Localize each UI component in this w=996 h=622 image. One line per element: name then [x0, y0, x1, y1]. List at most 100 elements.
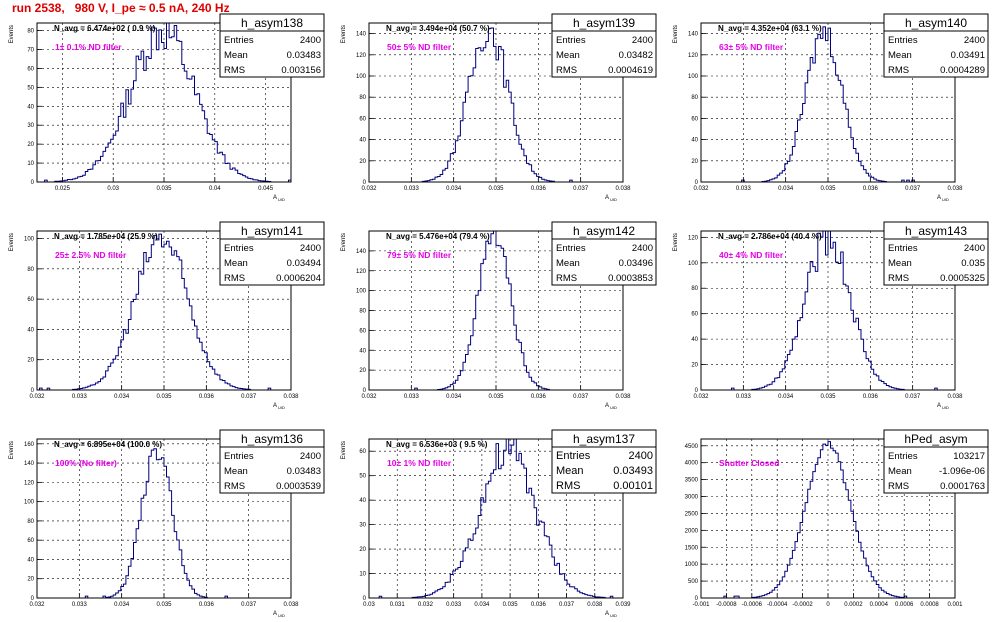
x-axis-title: A: [605, 195, 609, 201]
y-tick-label: 2500: [685, 511, 699, 517]
y-tick-label: 100: [688, 261, 699, 267]
stats-value: 0.0006204: [276, 273, 321, 284]
stats-label: Mean: [224, 258, 248, 269]
y-tick-label: 40: [359, 138, 366, 144]
y-tick-label: 60: [691, 116, 698, 122]
y-tick-label: 0: [31, 596, 35, 602]
stats-label: Entries: [224, 243, 254, 254]
stats-label: RMS: [556, 273, 577, 284]
stats-label: RMS: [224, 273, 245, 284]
histogram-panel: 0.03 0.031 0.032 0.033 0.034 0.035 0.036 0.037 0…: [341, 429, 657, 618]
stats-value: 0.03494: [287, 258, 321, 269]
histogram-name: h_asym142: [573, 224, 635, 238]
x-axis-title: A: [273, 403, 277, 409]
y-axis-title: Events: [9, 25, 15, 43]
x-tick-label: 0.038: [283, 602, 299, 608]
x-tick-label: 0.035: [820, 394, 836, 400]
x-axis-title: A: [273, 195, 277, 201]
stats-value: 0.00101: [613, 480, 653, 492]
y-tick-label: 0: [363, 388, 367, 394]
x-tick-label: 0.035: [488, 394, 504, 400]
y-tick-label: 140: [688, 32, 699, 38]
y-tick-label: 10: [27, 161, 34, 167]
y-tick-label: 120: [688, 53, 699, 59]
stats-value: 0.03496: [619, 258, 653, 269]
stats-value: 0.035: [961, 258, 985, 269]
y-axis-title: Events: [341, 441, 347, 459]
histogram-panel: 0.025 0.03 0.035 0.04 0.045 0 10 20 30 40 50 60 70 80…: [9, 13, 325, 202]
filter-annotation: 40± 4% ND filter: [719, 250, 784, 260]
y-tick-label: 80: [359, 95, 366, 101]
stats-box: [883, 221, 989, 286]
stats-value: 2400: [632, 35, 653, 46]
histogram-name: h_asym143: [905, 224, 967, 238]
y-tick-label: 500: [688, 579, 699, 585]
histogram-panel: 0.032 0.033 0.034 0.035 0.036 0.037 0.038 0 20 40…: [9, 429, 325, 618]
histogram-name: h_asym136: [241, 432, 303, 446]
y-tick-label: 20: [691, 159, 698, 165]
y-tick-label: 3500: [685, 478, 699, 484]
x-tick-label: 0.034: [446, 186, 462, 192]
x-tick-label: 0.035: [156, 394, 172, 400]
y-tick-label: 20: [359, 547, 366, 553]
x-tick-label: 0.0008: [920, 602, 939, 608]
y-tick-label: 20: [359, 159, 366, 165]
histogram-name: h_asym141: [241, 224, 303, 238]
histogram-panel: 0.032 0.033 0.034 0.035 0.036 0.037 0.038 0 20 40…: [341, 221, 657, 410]
y-tick-label: 20: [691, 363, 698, 369]
filter-annotation: 10± 1% ND filter: [387, 458, 452, 468]
x-tick-label: -0.0008: [716, 602, 737, 608]
n-avg-label: N_avg = 1.785e+04 (25.9 %): [54, 232, 158, 241]
y-tick-label: 40: [27, 104, 34, 110]
histogram-name: h_asym139: [573, 16, 635, 30]
y-tick-label: 80: [691, 286, 698, 292]
histogram-bars: [701, 441, 955, 599]
y-tick-label: 40: [359, 348, 366, 354]
plot-frame: [368, 438, 624, 599]
y-tick-label: 120: [688, 235, 699, 241]
y-tick-label: 1000: [685, 562, 699, 568]
y-axis-title: Events: [673, 233, 679, 251]
stats-value: 0.003156: [281, 65, 321, 76]
stats-label: Entries: [888, 451, 918, 462]
histogram-bars: [37, 22, 292, 183]
x-tick-label: 0.032: [693, 394, 709, 400]
stats-box: [883, 429, 989, 494]
y-tick-label: 3000: [685, 495, 699, 501]
n-avg-label: N_avg = 2.786e+04 (40.4 %): [718, 232, 822, 241]
x-axis-subscript: UID: [610, 405, 617, 410]
x-tick-label: 0.035: [503, 602, 519, 608]
stats-value: -1.096e-06: [939, 466, 985, 477]
x-tick-label: 0.033: [404, 186, 420, 192]
x-tick-label: -0.001: [692, 602, 710, 608]
stats-label: Entries: [224, 35, 254, 46]
y-tick-label: 60: [27, 538, 34, 544]
y-axis-title: Events: [341, 25, 347, 43]
filter-annotation: 63± 5% ND filter: [719, 42, 784, 52]
x-tick-label: 0.038: [283, 394, 299, 400]
stats-box: [219, 13, 325, 78]
stats-value: 0.03483: [287, 466, 321, 477]
y-tick-label: 20: [27, 142, 34, 148]
y-axis-title: Events: [341, 233, 347, 251]
stats-label: Mean: [888, 466, 912, 477]
y-tick-label: 20: [359, 368, 366, 374]
y-tick-label: 0: [363, 596, 367, 602]
x-tick-label: 0.036: [199, 602, 215, 608]
stats-label: Mean: [888, 50, 912, 61]
x-axis-subscript: UID: [942, 405, 949, 410]
x-axis-title: A: [273, 611, 277, 617]
y-tick-label: 0: [695, 596, 699, 602]
stats-value: 2400: [300, 243, 321, 254]
stats-label: Entries: [888, 243, 918, 254]
x-tick-label: 0.031: [390, 602, 406, 608]
stats-label: Mean: [556, 50, 580, 61]
x-axis-subscript: UID: [942, 197, 949, 202]
y-tick-label: 60: [27, 297, 34, 303]
x-tick-label: 0.037: [905, 186, 921, 192]
x-tick-label: 0.037: [905, 394, 921, 400]
x-tick-label: 0.035: [156, 186, 172, 192]
y-tick-label: 60: [691, 312, 698, 318]
x-tick-label: 0.032: [361, 394, 377, 400]
